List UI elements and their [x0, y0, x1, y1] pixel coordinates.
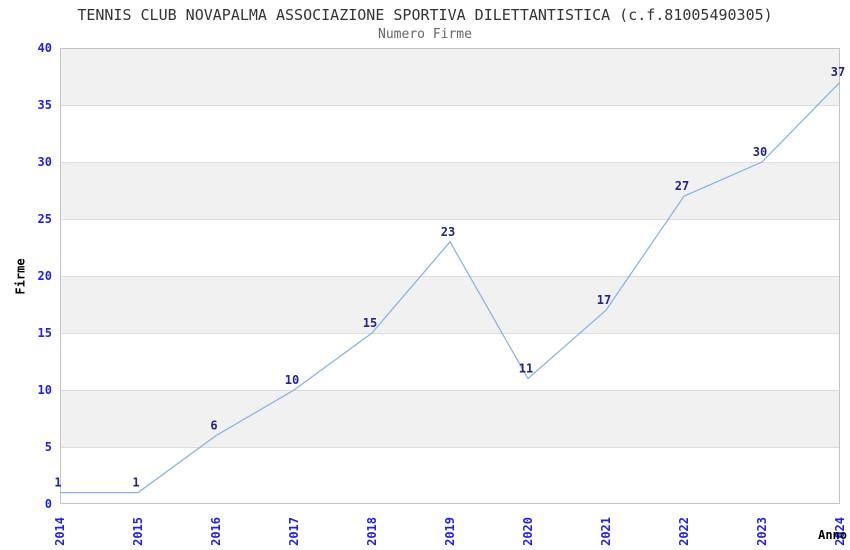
point-label: 1: [54, 476, 61, 490]
plot-band: [60, 162, 840, 219]
y-tick-label: 35: [38, 98, 52, 112]
y-tick-label: 20: [38, 269, 52, 283]
point-label: 11: [519, 362, 533, 376]
point-label: 30: [753, 145, 767, 159]
x-tick-label: 2017: [287, 517, 301, 546]
point-label: 1: [132, 476, 139, 490]
point-label: 10: [285, 373, 299, 387]
x-tick-label: 2022: [677, 517, 691, 546]
point-label: 23: [441, 225, 455, 239]
point-label: 37: [831, 65, 845, 79]
x-tick-label: 2021: [599, 517, 613, 546]
x-tick-label: 2018: [365, 517, 379, 546]
x-tick-label: 2016: [209, 517, 223, 546]
plot-band: [60, 276, 840, 333]
x-tick-label: 2023: [755, 517, 769, 546]
y-tick-label: 10: [38, 383, 52, 397]
x-tick-label: 2019: [443, 517, 457, 546]
plot-border: [60, 48, 840, 504]
y-tick-label: 15: [38, 326, 52, 340]
point-label: 6: [210, 419, 217, 433]
y-tick-label: 0: [45, 497, 52, 511]
y-tick-label: 40: [38, 41, 52, 55]
y-tick-label: 5: [45, 440, 52, 454]
y-tick-label: 30: [38, 155, 52, 169]
x-axis-label: Anno: [818, 528, 847, 542]
x-tick-label: 2024: [833, 517, 847, 546]
point-label: 17: [597, 293, 611, 307]
plot-band: [60, 48, 840, 105]
chart-title: TENNIS CLUB NOVAPALMA ASSOCIAZIONE SPORT…: [77, 6, 773, 24]
x-tick-label: 2014: [53, 517, 67, 546]
x-tick-label: 2020: [521, 517, 535, 546]
point-label: 27: [675, 179, 689, 193]
y-axis-label: Firme: [13, 258, 28, 295]
chart-subtitle: Numero Firme: [378, 27, 472, 42]
series-line: [60, 81, 841, 494]
x-tick-label: 2015: [131, 517, 145, 546]
plot-band: [60, 390, 840, 447]
point-label: 15: [363, 316, 377, 330]
y-tick-label: 25: [38, 212, 52, 226]
